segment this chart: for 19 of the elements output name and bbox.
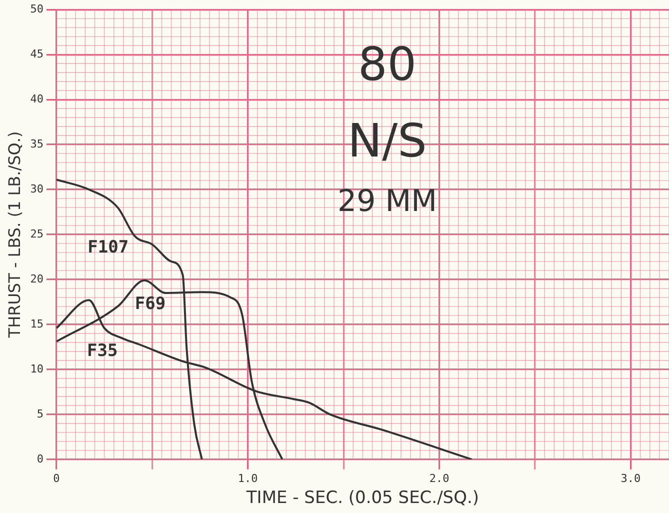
y-tick-label: 20 xyxy=(30,272,44,286)
y-tick-label: 50 xyxy=(30,2,44,16)
series-label: F35 xyxy=(87,340,118,361)
series-label: F107 xyxy=(88,237,129,258)
x-tick-label: 0 xyxy=(53,472,60,485)
y-tick-label: 25 xyxy=(30,227,44,240)
x-axis-title: TIME - SEC. (0.05 SEC./SQ.) xyxy=(245,488,480,508)
y-tick-label: 5 xyxy=(36,407,44,420)
y-tick-label: 0 xyxy=(36,452,44,466)
x-tick-label: 1.0 xyxy=(238,472,258,485)
y-tick-label: 35 xyxy=(30,137,44,150)
x-tick-label: 3.0 xyxy=(620,472,641,485)
x-tick-label: 2.0 xyxy=(429,472,450,485)
y-tick-label: 15 xyxy=(30,317,44,330)
y-tick-label: 30 xyxy=(30,182,44,196)
y-tick-label: 40 xyxy=(30,92,44,106)
y-tick-label: 45 xyxy=(30,47,44,60)
y-tick-label: 10 xyxy=(30,362,44,376)
y-axis-title: THRUST - LBS. (1 LB./SQ.) xyxy=(4,131,24,339)
